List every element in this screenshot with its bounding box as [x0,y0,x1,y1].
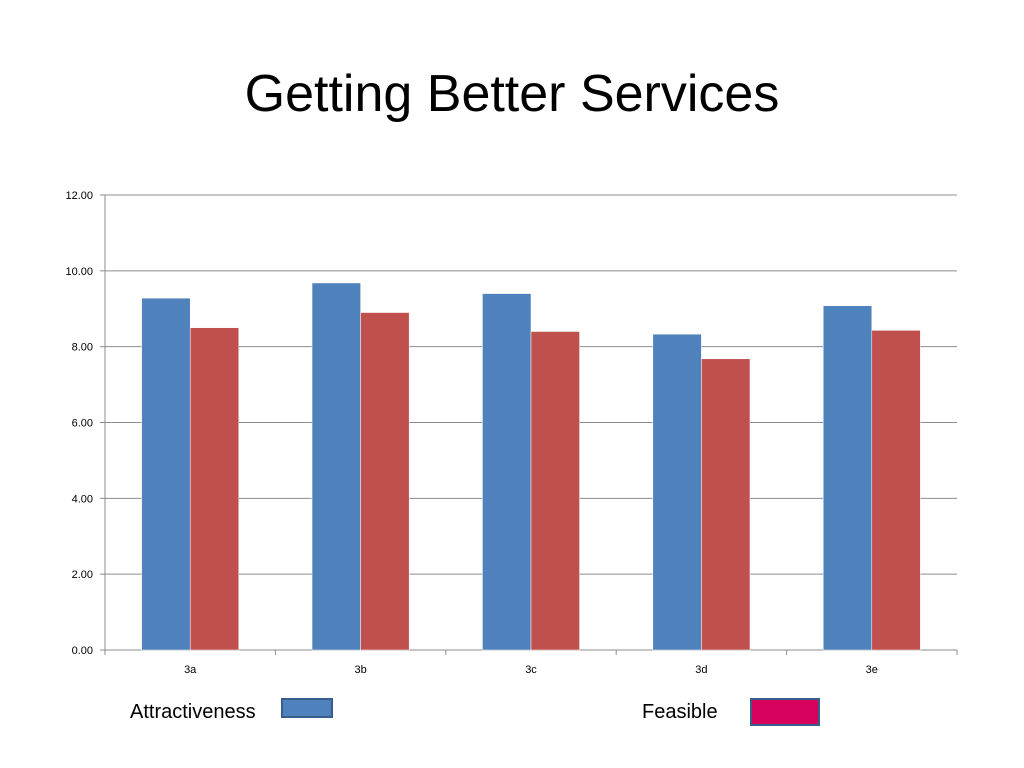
bar-feasible-3b [360,312,410,651]
bar-feasible-3c [530,331,580,651]
legend-label-attractiveness: Attractiveness [130,701,256,723]
y-tick-label: 4.00 [72,493,93,505]
bar-feasible-3d [701,358,751,651]
bar-feasible-3a [189,327,240,651]
x-tick-label: 3b [354,664,366,676]
bar-attractiveness-3b [311,282,361,651]
legend-swatch-attractiveness [281,698,333,718]
bar-attractiveness-3c [482,293,532,651]
bar-attractiveness-3d [652,333,702,651]
y-tick-label: 10.00 [65,266,93,278]
x-tick-label: 3c [525,664,537,676]
x-tick-label: 3d [695,664,707,676]
x-tick-label: 3a [184,664,197,676]
bar-feasible-3e [871,330,921,651]
slide-title: Getting Better Services [244,65,780,123]
bar-attractiveness-3a [141,297,191,651]
y-tick-label: 8.00 [72,342,93,354]
legend-label-feasible: Feasible [642,701,718,723]
y-tick-label: 6.00 [72,418,93,430]
bar-attractiveness-3e [822,305,873,651]
legend-swatch-feasible [750,698,820,726]
x-tick-label: 3e [866,664,878,676]
y-tick-label: 0.00 [72,645,93,657]
y-tick-label: 12.00 [65,190,93,202]
y-tick-label: 2.00 [72,569,93,581]
